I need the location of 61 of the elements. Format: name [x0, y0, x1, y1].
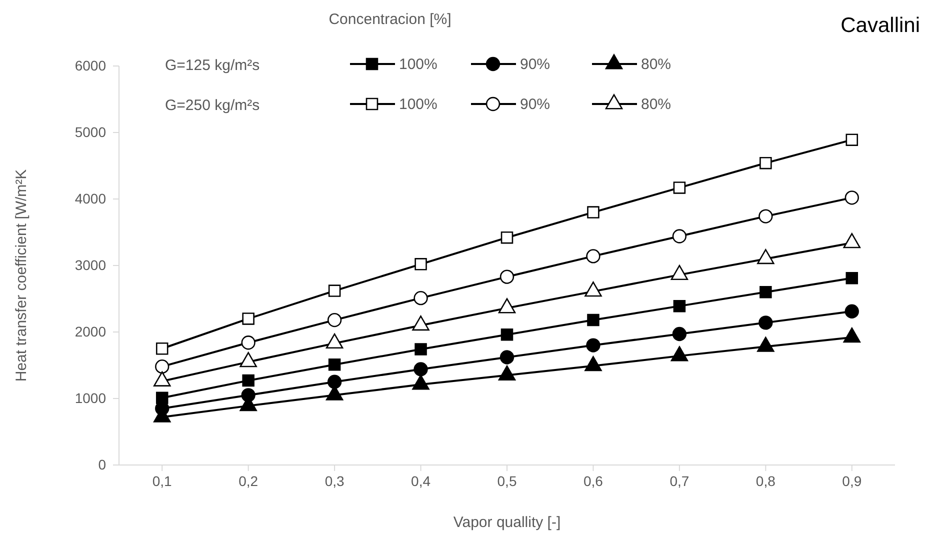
point — [586, 249, 600, 264]
y-tick-label: 4000 — [74, 190, 106, 206]
point — [760, 156, 772, 170]
point — [500, 350, 514, 364]
x-tick-label: 0,9 — [842, 473, 862, 489]
y-tick-label: 2000 — [74, 323, 106, 340]
legend-title: Concentracion [%] — [328, 11, 452, 28]
legend-label: 80% — [641, 96, 672, 113]
x-tick-label: 0,3 — [324, 473, 344, 489]
point — [672, 229, 687, 244]
point — [673, 300, 686, 312]
legend-label: 100% — [399, 96, 438, 113]
x-tick-label: 0,6 — [583, 473, 604, 489]
legend-label: 80% — [641, 56, 672, 73]
annotation: G=250 kg/m²s — [165, 97, 260, 114]
point — [328, 358, 341, 371]
point — [844, 304, 859, 318]
point — [846, 134, 858, 146]
point — [327, 374, 342, 389]
point — [587, 314, 600, 326]
point — [758, 209, 773, 224]
point — [846, 272, 858, 284]
y-tick-label: 1000 — [74, 390, 106, 406]
annotation: G=125 kg/m²s — [165, 57, 260, 74]
point — [500, 328, 514, 341]
y-axis-title: Heat transfer coefficient [W/m²K — [13, 169, 30, 382]
point — [758, 316, 773, 330]
y-tick-label: 3000 — [74, 256, 106, 273]
y-tick-label: 6000 — [74, 57, 106, 74]
point — [414, 343, 427, 356]
legend-label: 90% — [520, 56, 550, 73]
legend-label: 90% — [520, 96, 550, 113]
point — [242, 374, 254, 387]
legend-label: 100% — [399, 56, 438, 73]
x-tick-label: 0,7 — [670, 473, 690, 489]
point — [500, 270, 514, 284]
x-tick-label: 0,5 — [497, 473, 517, 489]
x-tick-label: 0,4 — [411, 473, 431, 489]
point — [672, 326, 687, 342]
y-tick-label: 5000 — [74, 124, 106, 140]
point — [327, 312, 342, 328]
point — [414, 258, 427, 270]
x-tick-label: 0,2 — [238, 473, 258, 489]
point — [760, 286, 772, 298]
point — [414, 291, 428, 306]
point — [587, 206, 600, 218]
chart-title: Cavallini — [840, 14, 920, 37]
point — [414, 362, 428, 376]
x-tick-label: 0,1 — [152, 473, 172, 489]
point — [155, 360, 170, 374]
point — [500, 231, 514, 244]
x-axis-title: Vapor quallity [-] — [453, 514, 561, 531]
point — [673, 182, 686, 194]
y-tick-label: 0 — [98, 456, 106, 472]
point — [242, 312, 254, 325]
point — [241, 336, 256, 350]
point — [586, 338, 600, 352]
point — [844, 190, 859, 205]
x-tick-label: 0,8 — [756, 473, 776, 489]
point — [328, 284, 341, 297]
point — [156, 342, 168, 355]
